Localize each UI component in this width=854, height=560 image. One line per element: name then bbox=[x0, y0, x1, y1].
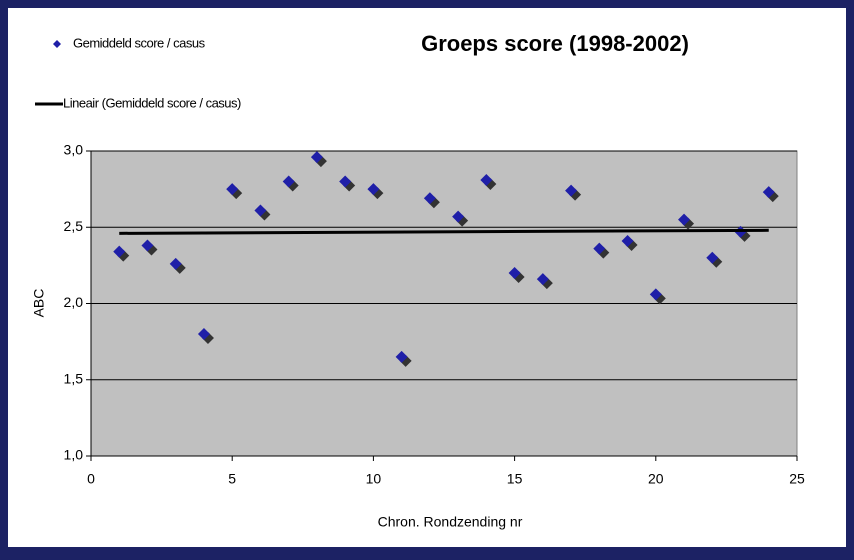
chart-title: Groeps score (1998-2002) bbox=[421, 31, 689, 56]
point bbox=[339, 175, 352, 188]
x-tick-label: 20 bbox=[648, 471, 664, 487]
point bbox=[169, 257, 182, 270]
point bbox=[141, 239, 154, 252]
point bbox=[254, 204, 267, 217]
y-tick-label: 2,0 bbox=[64, 294, 84, 310]
x-axis-label: Chron. Rondzending nr bbox=[378, 514, 523, 530]
point bbox=[593, 242, 606, 255]
point bbox=[367, 183, 380, 196]
y-tick-label: 1,5 bbox=[64, 370, 84, 386]
point bbox=[310, 151, 323, 164]
point bbox=[706, 251, 719, 264]
x-tick-label: 25 bbox=[789, 471, 805, 487]
point bbox=[423, 192, 436, 205]
y-tick-label: 1,0 bbox=[64, 447, 84, 463]
x-tick-label: 5 bbox=[228, 471, 236, 487]
legend-label: Gemiddeld score / casus bbox=[73, 35, 206, 50]
y-tick-label: 3,0 bbox=[64, 142, 84, 158]
point bbox=[649, 288, 662, 301]
point bbox=[565, 184, 578, 197]
trend-line bbox=[119, 228, 769, 235]
point bbox=[480, 173, 493, 186]
legend-label: Lineair (Gemiddeld score / casus) bbox=[63, 95, 241, 110]
point bbox=[113, 245, 126, 258]
x-tick-label: 15 bbox=[507, 471, 523, 487]
point bbox=[762, 186, 775, 199]
point bbox=[678, 213, 691, 226]
y-tick-label: 2,5 bbox=[64, 218, 84, 234]
point bbox=[621, 234, 634, 247]
x-tick-label: 10 bbox=[366, 471, 382, 487]
point bbox=[395, 350, 408, 363]
point bbox=[536, 273, 549, 286]
legend-marker bbox=[53, 40, 61, 48]
point bbox=[197, 328, 210, 340]
point bbox=[282, 175, 295, 188]
point bbox=[508, 267, 521, 279]
point bbox=[452, 210, 465, 223]
y-axis-label: ABC bbox=[31, 289, 47, 318]
x-tick-label: 0 bbox=[87, 471, 95, 487]
point bbox=[226, 183, 239, 196]
